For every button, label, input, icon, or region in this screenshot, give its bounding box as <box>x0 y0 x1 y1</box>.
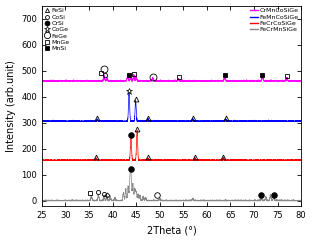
Legend: CrMnCoSiGe, FeMnCoSiGe, FeCrCoSiGe, FeCrMnSiGe: CrMnCoSiGe, FeMnCoSiGe, FeCrCoSiGe, FeCr… <box>249 7 300 33</box>
X-axis label: 2Theta (°): 2Theta (°) <box>147 225 196 235</box>
Y-axis label: Intensity (arb.unit): Intensity (arb.unit) <box>6 60 16 152</box>
